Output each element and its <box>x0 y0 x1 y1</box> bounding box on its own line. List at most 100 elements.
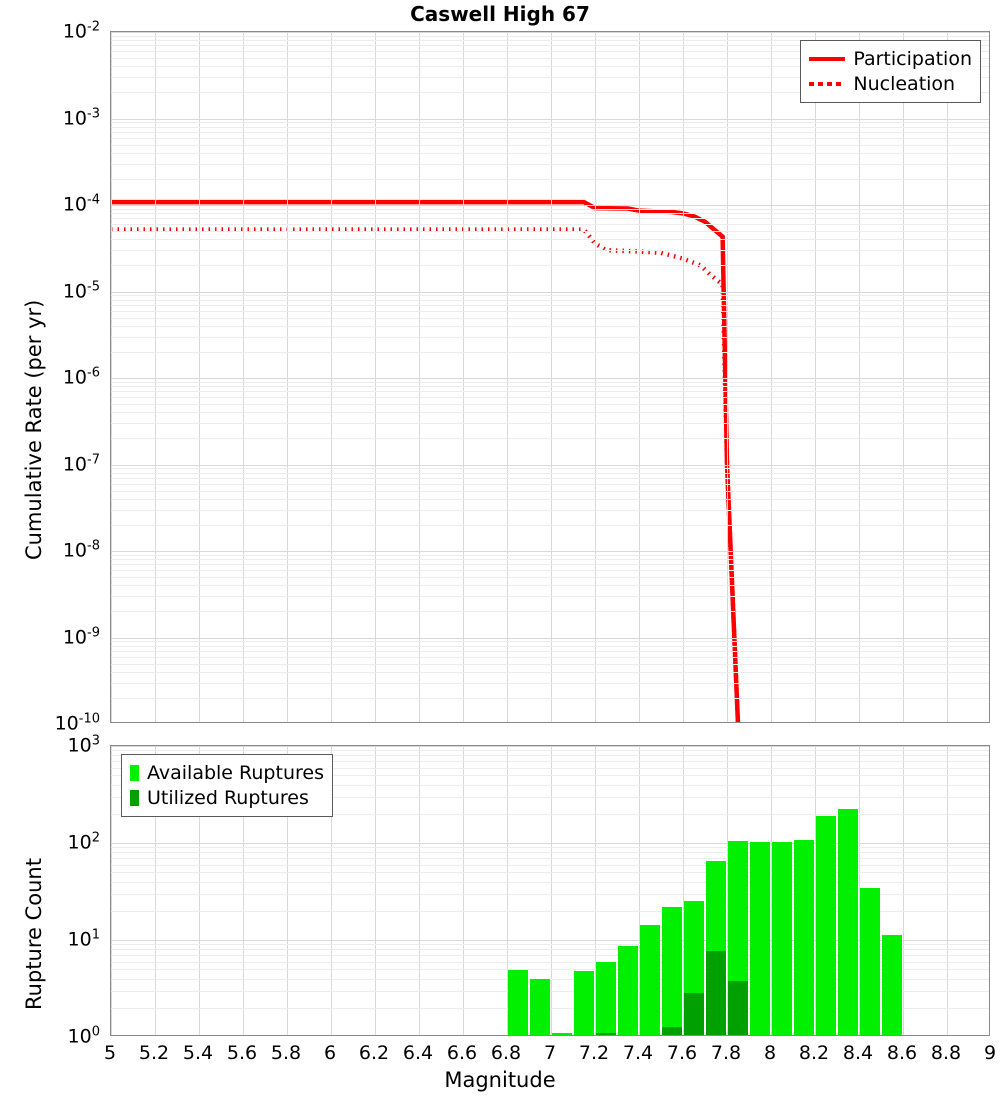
curve-nucleation <box>111 230 738 722</box>
gridline-vertical <box>199 32 200 722</box>
gridline-minor <box>111 337 989 338</box>
legend-item-utilized-ruptures[interactable]: Utilized Ruptures <box>130 785 324 810</box>
gridline-minor <box>111 596 989 597</box>
gridline-vertical <box>815 32 816 722</box>
solid-line-icon <box>809 57 845 61</box>
gridline-minor <box>111 478 989 479</box>
rupture-count-bar[interactable] <box>530 979 550 1035</box>
rupture-count-bar[interactable] <box>508 970 528 1035</box>
x-axis-label: Magnitude <box>0 1068 1000 1092</box>
utilized-rupture-segment <box>706 951 726 1035</box>
x-tick-label: 8.2 <box>799 1042 829 1064</box>
legend-label-nucleation: Nucleation <box>853 73 955 95</box>
gridline-vertical <box>111 32 112 722</box>
legend-item-nucleation[interactable]: Nucleation <box>809 71 972 96</box>
gridline-minor <box>111 423 989 424</box>
x-tick-label: 5.8 <box>271 1042 301 1064</box>
rupture-count-bar[interactable] <box>552 1033 572 1035</box>
utilized-rupture-segment <box>684 993 704 1035</box>
dotted-line-icon <box>809 82 845 86</box>
rupture-count-bar[interactable] <box>706 861 726 1035</box>
gridline-minor <box>111 555 989 556</box>
top-chart-plot-area <box>111 32 989 722</box>
gridline-vertical <box>595 32 596 722</box>
gridline-minor <box>111 138 989 139</box>
rupture-count-bar[interactable] <box>596 962 616 1035</box>
y-tick-label: 10-8 <box>0 538 100 561</box>
gridline-minor <box>111 404 989 405</box>
rupture-count-bar[interactable] <box>684 901 704 1035</box>
legend-label-utilized-ruptures: Utilized Ruptures <box>147 787 309 809</box>
rupture-count-bar[interactable] <box>794 840 814 1035</box>
gridline-minor <box>111 218 989 219</box>
x-tick-label: 8.6 <box>887 1042 917 1064</box>
gridline-vertical <box>859 32 860 722</box>
rupture-count-bar[interactable] <box>860 888 880 1035</box>
rupture-count-bar[interactable] <box>772 842 792 1035</box>
rupture-count-bar[interactable] <box>882 935 902 1035</box>
gridline-major <box>111 551 989 552</box>
y-tick-label: 102 <box>0 830 100 853</box>
gridline-vertical <box>375 32 376 722</box>
gridline-minor <box>111 611 989 612</box>
rupture-count-bar[interactable] <box>640 925 660 1035</box>
x-tick-label: 5.2 <box>139 1042 169 1064</box>
y-tick-label: 10-3 <box>0 106 100 129</box>
rupture-count-bar[interactable] <box>662 907 682 1035</box>
x-tick-label: 5.6 <box>227 1042 257 1064</box>
x-tick-label: 7.6 <box>667 1042 697 1064</box>
x-tick-label: 6.4 <box>403 1042 433 1064</box>
legend-label-participation: Participation <box>853 48 972 70</box>
rupture-count-bar[interactable] <box>574 971 594 1035</box>
x-tick-label: 7.4 <box>623 1042 653 1064</box>
rupture-count-bar[interactable] <box>728 841 748 1035</box>
legend-item-participation[interactable]: Participation <box>809 46 972 71</box>
x-tick-label: 7.2 <box>579 1042 609 1064</box>
rupture-count-bar[interactable] <box>816 816 836 1035</box>
gridline-minor <box>111 231 989 232</box>
gridline-minor <box>111 664 989 665</box>
gridline-minor <box>111 391 989 392</box>
curve-participation <box>111 202 738 722</box>
gridline-minor <box>111 750 989 751</box>
gridline-vertical <box>683 32 684 722</box>
gridline-minor <box>111 295 989 296</box>
gridline-minor <box>111 224 989 225</box>
gridline-minor <box>111 672 989 673</box>
top-chart-legend: Participation Nucleation <box>800 40 981 103</box>
rupture-count-bar[interactable] <box>838 809 858 1035</box>
gridline-minor <box>111 397 989 398</box>
gridline-minor <box>111 164 989 165</box>
gridline-minor <box>111 525 989 526</box>
gridline-minor <box>111 305 989 306</box>
x-tick-label: 7 <box>544 1042 556 1064</box>
gridline-major <box>111 746 989 747</box>
gridline-major <box>111 292 989 293</box>
gridline-minor <box>111 386 989 387</box>
bottom-chart-legend: Available Ruptures Utilized Ruptures <box>121 754 333 817</box>
y-tick-label: 10-6 <box>0 365 100 388</box>
gridline-minor <box>111 641 989 642</box>
y-tick-label: 103 <box>0 733 100 756</box>
utilized-rupture-segment <box>596 1033 616 1035</box>
top-chart-y-axis-label: Cumulative Rate (per yr) <box>22 300 46 560</box>
x-tick-label: 6 <box>324 1042 336 1064</box>
gridline-minor <box>111 122 989 123</box>
legend-item-available-ruptures[interactable]: Available Ruptures <box>130 760 324 785</box>
gridline-minor <box>111 132 989 133</box>
rupture-count-bar[interactable] <box>750 842 770 1035</box>
gridline-minor <box>111 326 989 327</box>
x-tick-label: 6.8 <box>491 1042 521 1064</box>
gridline-minor <box>111 499 989 500</box>
gridline-minor <box>111 153 989 154</box>
gridline-minor <box>111 318 989 319</box>
y-tick-label: 10-7 <box>0 452 100 475</box>
rupture-count-bar[interactable] <box>618 946 638 1035</box>
gridline-minor <box>111 213 989 214</box>
gridline-vertical <box>507 32 508 722</box>
gridline-minor <box>111 352 989 353</box>
gridline-vertical <box>903 32 904 722</box>
gridline-minor <box>111 559 989 560</box>
gridline-minor <box>111 577 989 578</box>
x-tick-label: 8.8 <box>931 1042 961 1064</box>
